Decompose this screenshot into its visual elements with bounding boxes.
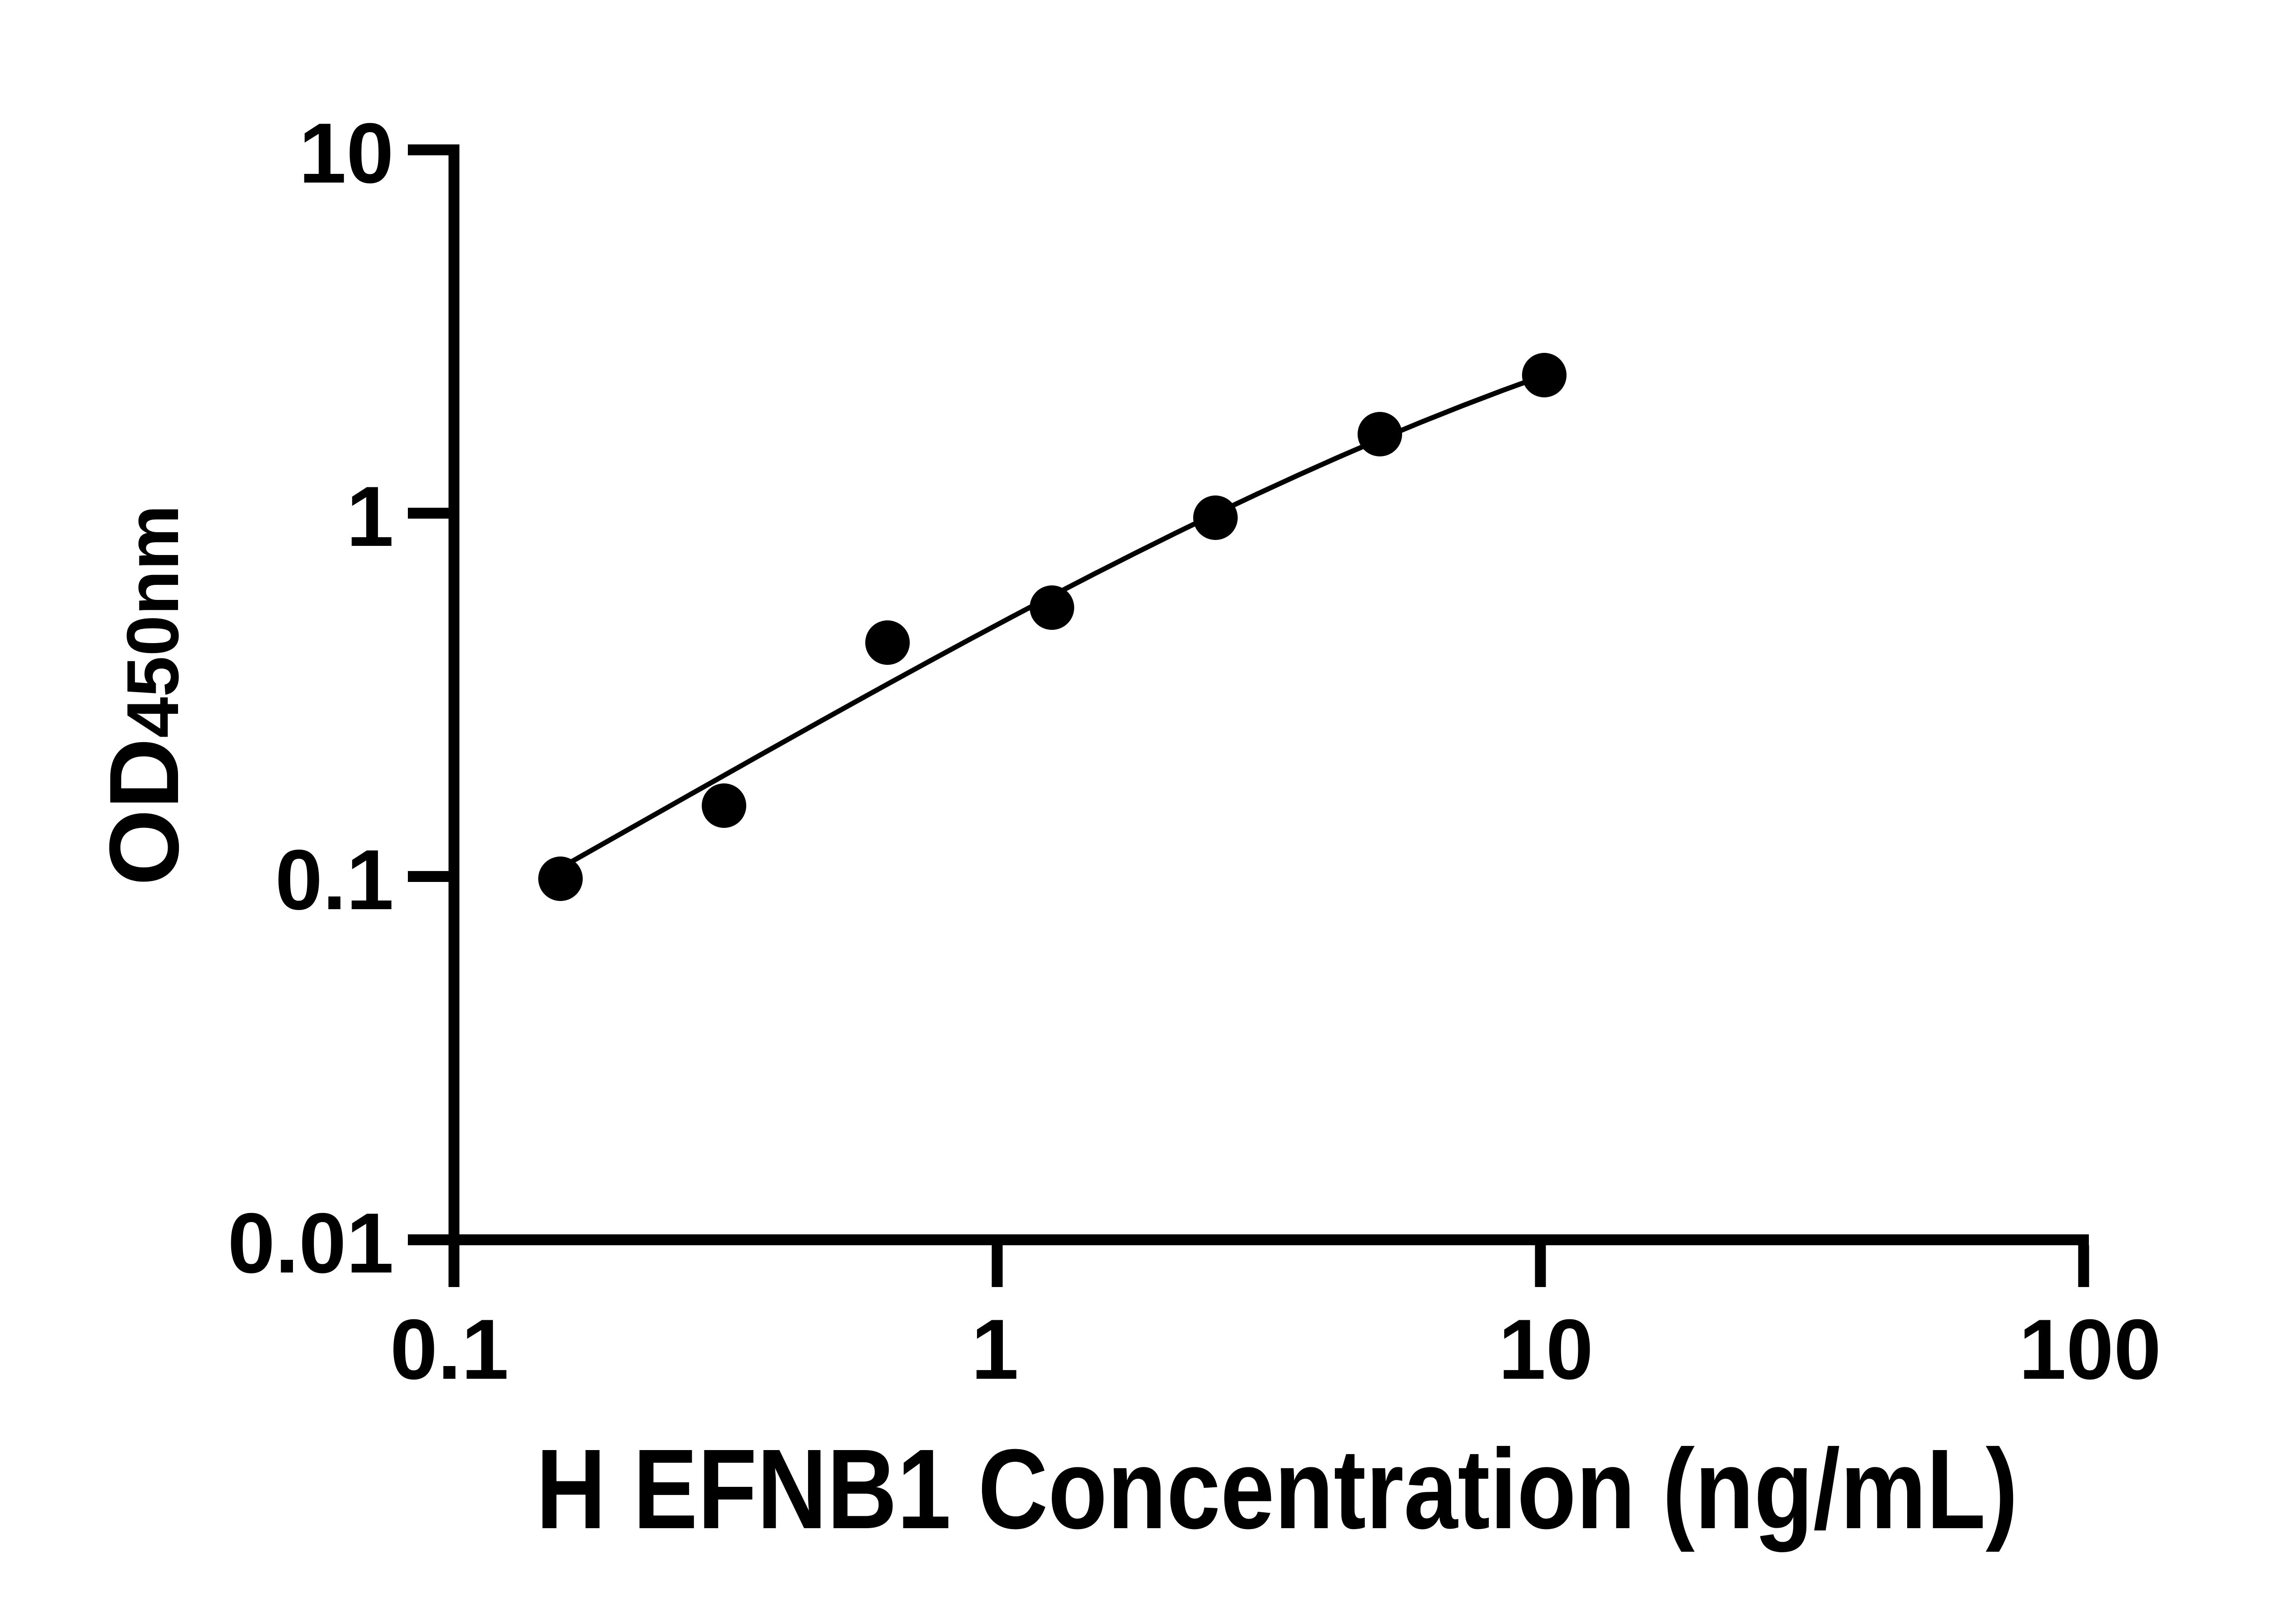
svg-text:0.1: 0.1 [390,1302,509,1397]
svg-text:100: 100 [2019,1302,2162,1397]
svg-text:10: 10 [299,105,394,201]
svg-text:10: 10 [1498,1302,1593,1397]
svg-text:0.1: 0.1 [275,832,394,927]
svg-text:H EFNB1 Concentration (ng/mL): H EFNB1 Concentration (ng/mL) [536,1426,2018,1552]
svg-text:1: 1 [971,1302,1019,1397]
svg-text:OD450nm: OD450nm [89,505,199,886]
svg-text:0.01: 0.01 [228,1195,394,1291]
svg-text:1: 1 [346,469,394,564]
